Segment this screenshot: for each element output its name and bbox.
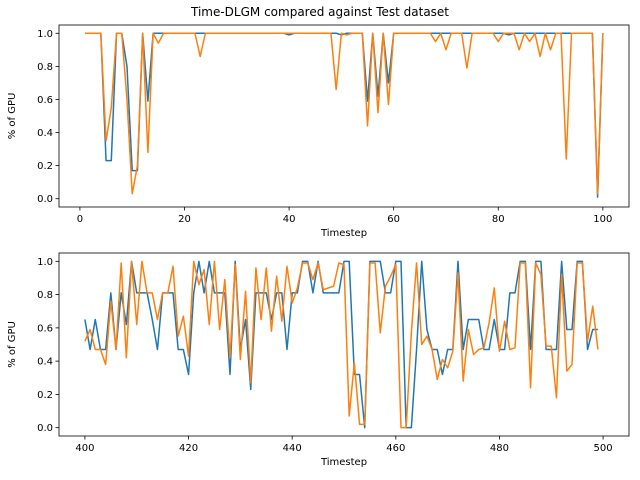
y-tick-label: 1.0 <box>37 257 53 268</box>
series-line-2 <box>85 32 604 195</box>
chart-title: Time-DLGM compared against Test dataset <box>190 5 449 19</box>
x-tick-label: 0 <box>77 214 83 225</box>
x-tick-label: 100 <box>593 214 612 225</box>
series-line-1 <box>84 260 598 429</box>
y-tick-label: 0.2 <box>37 161 53 172</box>
x-tick-label: 20 <box>178 214 191 225</box>
x-axis-label: Timestep <box>320 228 367 239</box>
y-tick-label: 0.8 <box>37 62 53 73</box>
y-tick-label: 0.0 <box>37 194 53 205</box>
axes-frame <box>58 252 630 437</box>
y-tick-label: 0.8 <box>37 290 53 301</box>
y-axis-label: % of GPU <box>7 93 18 140</box>
y-tick-label: 0.0 <box>37 423 53 434</box>
x-tick-label: 420 <box>179 443 198 454</box>
top-subplot: 0 20 40 60 80 100 0.0 0.2 0.4 0.6 0.8 1.0 Timestep % … <box>7 24 630 239</box>
x-tick-label: 80 <box>492 214 505 225</box>
y-tick-label: 0.6 <box>37 323 53 334</box>
y-axis-label: % of GPU <box>7 321 18 368</box>
x-tick-label: 460 <box>386 443 405 454</box>
axes-frame <box>58 24 630 208</box>
x-tick-label: 500 <box>594 443 613 454</box>
y-tick-label: 0.4 <box>37 357 53 368</box>
y-tick-label: 0.2 <box>37 390 53 401</box>
x-axis-label: Timestep <box>320 457 367 468</box>
y-tick-label: 1.0 <box>37 29 53 40</box>
x-tick-label: 440 <box>283 443 302 454</box>
y-tick-label: 0.4 <box>37 128 53 139</box>
series-line-2 <box>84 260 599 429</box>
y-tick-label: 0.6 <box>37 95 53 106</box>
x-tick-label: 480 <box>490 443 509 454</box>
x-tick-label: 60 <box>387 214 400 225</box>
bottom-subplot: 400 420 440 460 480 500 0.0 0.2 0.4 0.6 0.8 1.0 Time… <box>7 252 630 468</box>
x-tick-label: 40 <box>283 214 296 225</box>
x-tick-label: 400 <box>75 443 94 454</box>
